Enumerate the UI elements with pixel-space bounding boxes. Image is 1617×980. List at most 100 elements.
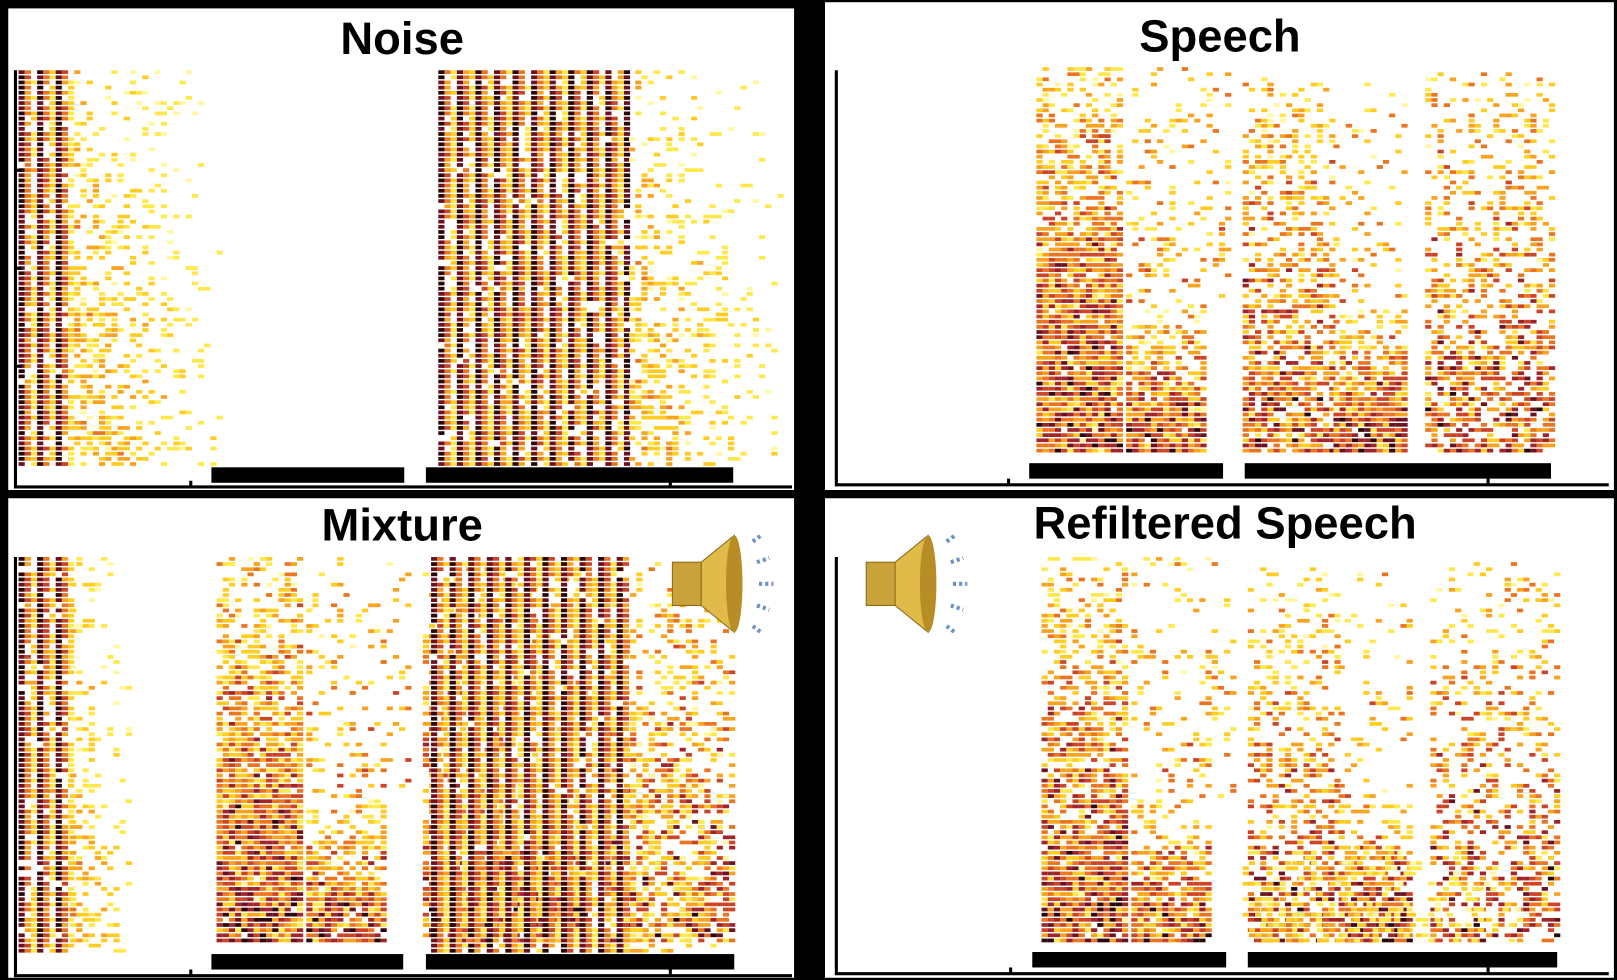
spectrogram-cell <box>1145 289 1151 293</box>
spectrogram-cell <box>618 395 624 399</box>
spectrogram-cell <box>87 400 93 404</box>
spectrogram-cell <box>19 338 25 342</box>
spectrogram-cell <box>438 132 444 136</box>
spectrogram-cell <box>1274 444 1280 448</box>
spectrogram-cell <box>124 271 130 275</box>
spectrogram-cell <box>130 359 136 363</box>
spectrogram-cell <box>118 302 124 306</box>
spectrogram-cell <box>1049 248 1055 252</box>
spectrogram-cell <box>500 127 506 131</box>
spectrogram-cell <box>444 168 450 172</box>
spectrogram-cell <box>531 395 537 399</box>
spectrogram-cell <box>618 163 624 167</box>
spectrogram-cell <box>500 230 506 234</box>
spectrogram-cell <box>531 91 537 95</box>
spectrogram-cell <box>25 297 31 301</box>
spectrogram-cell <box>457 421 463 425</box>
spectrogram-cell <box>463 307 469 311</box>
spectrogram-cell <box>62 411 68 415</box>
spectrogram-cell <box>99 235 105 239</box>
spectrogram-cell <box>519 199 525 203</box>
spectrogram-cell <box>1036 253 1042 257</box>
spectrogram-cell <box>438 359 444 363</box>
spectrogram-cell <box>722 210 728 214</box>
spectrogram-cell <box>494 457 500 461</box>
spectrogram-cell <box>500 132 506 136</box>
spectrogram-cell <box>149 282 155 286</box>
spectrogram-cell <box>43 462 49 466</box>
spectrogram-cell <box>37 122 43 126</box>
spectrogram-cell <box>1067 330 1073 334</box>
spectrogram-cell <box>1067 418 1073 422</box>
spectrogram-cell <box>513 442 519 446</box>
spectrogram-cell <box>1043 371 1049 375</box>
spectrogram-cell <box>488 117 494 121</box>
spectrogram-cell <box>1225 181 1231 185</box>
spectrogram-cell <box>1086 93 1092 97</box>
spectrogram-cell <box>710 344 716 348</box>
spectrogram-cell <box>1267 155 1273 159</box>
spectrogram-cell <box>1274 253 1280 257</box>
spectrogram-cell <box>80 282 86 286</box>
spectrogram-cell <box>1098 449 1104 453</box>
spectrogram-cell <box>574 436 580 440</box>
spectrogram-cell <box>87 282 93 286</box>
spectrogram-cell <box>438 328 444 332</box>
spectrogram-cell <box>1104 366 1110 370</box>
spectrogram-cell <box>118 442 124 446</box>
spectrogram-cell <box>624 328 630 332</box>
spectrogram-cell <box>1151 124 1157 128</box>
spectrogram-cell <box>1200 444 1206 448</box>
spectrogram-cell <box>494 307 500 311</box>
spectrogram-cell <box>624 142 630 146</box>
spectrogram-cell <box>612 163 618 167</box>
spectrogram-cell <box>605 70 611 74</box>
spectrogram-cell <box>1163 371 1169 375</box>
spectrogram-cell <box>568 246 574 250</box>
spectrogram-cell <box>111 462 117 466</box>
spectrogram-cell <box>438 421 444 425</box>
spectrogram-cell <box>568 225 574 229</box>
spectrogram-cell <box>519 436 525 440</box>
spectrogram-cell <box>50 106 56 110</box>
spectrogram-cell <box>612 385 618 389</box>
spectrogram-cell <box>111 313 117 317</box>
spectrogram-cell <box>37 457 43 461</box>
spectrogram-cell <box>444 86 450 90</box>
spectrogram-cell <box>747 307 753 311</box>
spectrogram-cell <box>488 426 494 430</box>
spectrogram-cell <box>550 127 556 131</box>
spectrogram-cell <box>482 344 488 348</box>
spectrogram-cell <box>1243 387 1249 391</box>
spectrogram-cell <box>660 416 666 420</box>
spectrogram-cell <box>1111 433 1117 437</box>
spectrogram-cell <box>581 405 587 409</box>
spectrogram-cell <box>525 400 531 404</box>
spectrogram-cell <box>1182 449 1188 453</box>
spectrogram-cell <box>173 256 179 260</box>
spectrogram-cell <box>1243 258 1249 262</box>
spectrogram-cell <box>43 137 49 141</box>
spectrogram-cell <box>1074 310 1080 314</box>
spectrogram-cell <box>56 142 62 146</box>
spectrogram-cell <box>500 385 506 389</box>
spectrogram-cell <box>1151 361 1157 365</box>
spectrogram-cell <box>167 106 173 110</box>
spectrogram-cell <box>56 122 62 126</box>
spectrogram-cell <box>1061 145 1067 149</box>
spectrogram-cell <box>519 271 525 275</box>
spectrogram-cell <box>1092 408 1098 412</box>
spectrogram-cell <box>1080 382 1086 386</box>
spectrogram-cell <box>519 282 525 286</box>
spectrogram-cell <box>1074 304 1080 308</box>
spectrogram-cell <box>25 106 31 110</box>
spectrogram-cell <box>1092 78 1098 82</box>
spectrogram-cell <box>68 400 74 404</box>
spectrogram-cell <box>1036 340 1042 344</box>
spectrogram-cell <box>475 179 481 183</box>
spectrogram-cell <box>612 173 618 177</box>
spectrogram-cell <box>648 101 654 105</box>
spectrogram-cell <box>1169 402 1175 406</box>
spectrogram-cell <box>660 323 666 327</box>
spectrogram-cell <box>593 163 599 167</box>
